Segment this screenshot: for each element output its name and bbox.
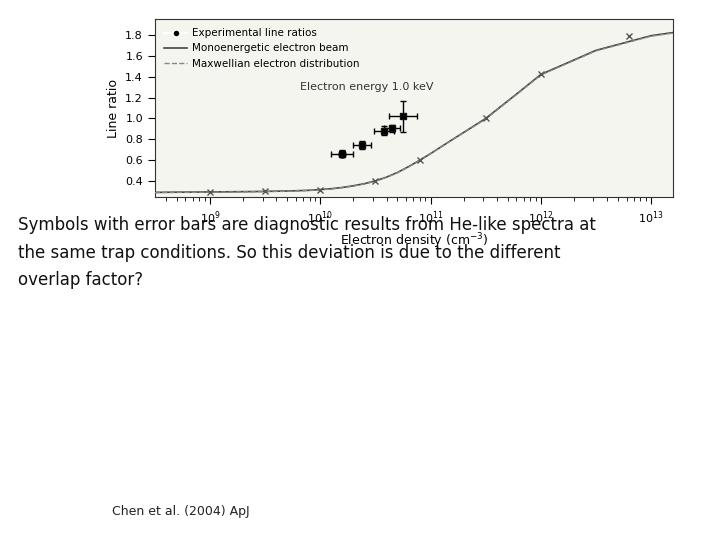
Text: NAOC: NAOC — [27, 39, 84, 57]
Y-axis label: Line ratio: Line ratio — [107, 78, 120, 138]
Text: Electron energy 1.0 keV: Electron energy 1.0 keV — [300, 82, 433, 92]
Text: Symbols with error bars are diagnostic results from He-like spectra at
the same : Symbols with error bars are diagnostic r… — [18, 217, 596, 289]
Text: Chen et al. (2004) ApJ: Chen et al. (2004) ApJ — [112, 505, 249, 518]
X-axis label: Electron density (cm$^{-3}$): Electron density (cm$^{-3}$) — [340, 231, 488, 251]
Legend: Experimental line ratios, Monoenergetic electron beam, Maxwellian electron distr: Experimental line ratios, Monoenergetic … — [160, 24, 364, 73]
